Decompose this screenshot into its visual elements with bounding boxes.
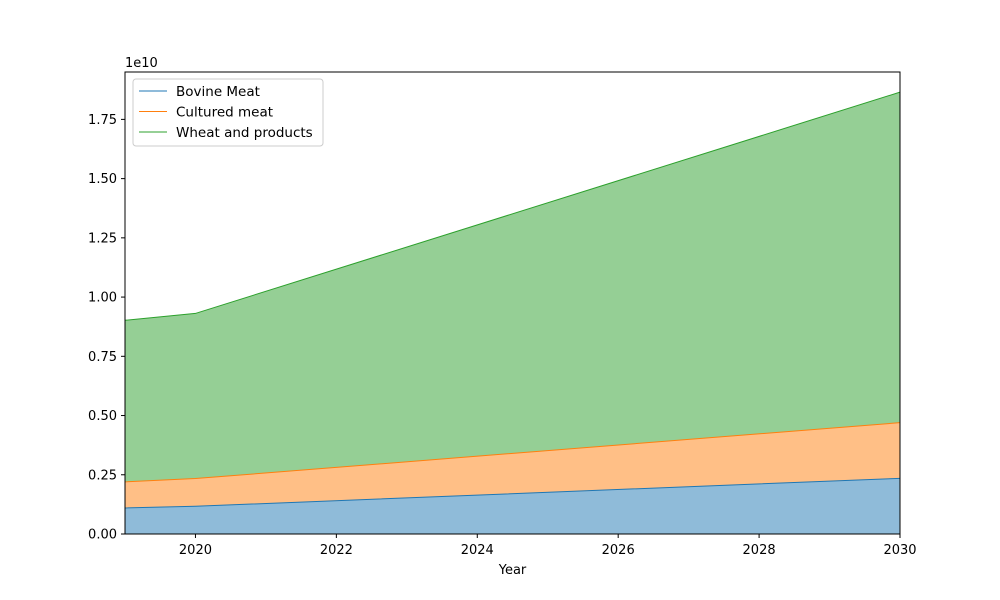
legend-label-wheat-and-products: Wheat and products [176,125,313,141]
legend-box [132,78,324,147]
series-lines [124,91,901,509]
x-tick-label: 2026 [602,543,635,558]
x-axis: 2020 2022 2024 2026 2028 2030 [179,534,917,558]
area-bovine-meat [125,478,900,534]
x-axis-title: Year [498,563,527,578]
y-tick-label: 1.25 [88,231,117,246]
legend-label-bovine-meat: Bovine Meat [176,84,260,100]
y-tick-label: 0.25 [88,468,117,483]
y-tick-label: 1.00 [88,291,117,306]
y-tick-label: 0.75 [88,350,117,365]
x-tick-label: 2020 [179,543,212,558]
y-tick-label: 1.75 [88,113,117,128]
x-tick-label: 2024 [461,543,494,558]
y-tick-label: 0.00 [88,528,117,543]
legend: Bovine Meat Cultured meat Wheat and produc… [132,78,324,147]
y-scale-label: 1e10 [125,56,158,71]
y-tick-label: 0.50 [88,409,117,424]
x-tick-label: 2030 [883,543,916,558]
area-cultured-meat [125,422,900,508]
area-wheat-and-products [125,92,900,482]
line-bovine-meat [124,477,901,509]
y-tick-label: 1.50 [88,172,117,187]
x-tick-label: 2028 [743,543,776,558]
y-axis: 0.00 0.25 0.50 0.75 1.00 1.25 1.50 1.75 [88,113,125,543]
plot-frame [124,71,901,535]
legend-label-cultured-meat: Cultured meat [176,105,273,121]
x-tick-label: 2022 [320,543,353,558]
area-layers [125,92,900,534]
line-cultured-meat [124,422,901,483]
line-wheat-and-products [124,91,901,321]
